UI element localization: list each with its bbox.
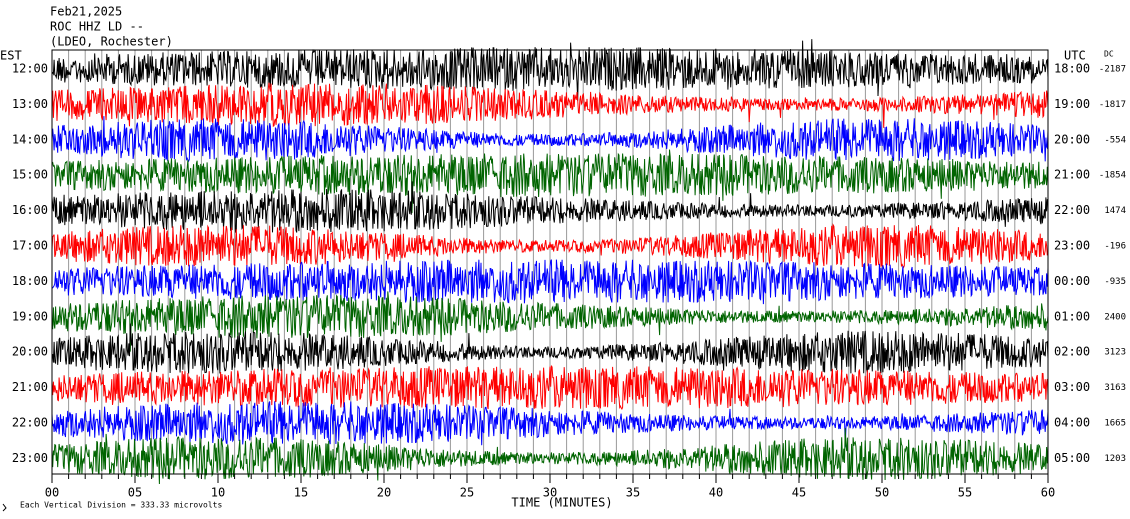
- x-tick-label: 45: [792, 486, 806, 500]
- est-label: 21:00: [12, 380, 48, 394]
- x-tick-label: 05: [128, 486, 142, 500]
- seismic-trace: [51, 401, 1049, 448]
- left-axis-label: EST: [0, 49, 22, 63]
- seismic-trace: [51, 291, 1049, 352]
- footnote: Each Vertical Division = 333.33 microvol…: [20, 501, 222, 510]
- utc-label: 02:00: [1054, 345, 1090, 359]
- x-tick-label: 40: [709, 486, 723, 500]
- seismic-trace: [51, 365, 1049, 411]
- est-label: 19:00: [12, 309, 48, 323]
- est-label: 15:00: [12, 168, 48, 182]
- x-tick-label: 00: [45, 486, 59, 500]
- title-line: ROC HHZ LD --: [50, 20, 144, 34]
- icon: [2, 503, 7, 512]
- x-axis-label: TIME (MINUTES): [511, 496, 612, 510]
- x-tick-label: 50: [875, 486, 889, 500]
- utc-label: 20:00: [1054, 132, 1090, 146]
- seismic-trace: [51, 39, 1049, 101]
- x-tick-label: 60: [1041, 486, 1055, 500]
- utc-label: 18:00: [1054, 62, 1090, 76]
- dc-value: 3163: [1104, 383, 1126, 393]
- dc-value: -1817: [1099, 100, 1126, 110]
- est-label: 20:00: [12, 345, 48, 359]
- seismic-trace: [51, 181, 1049, 234]
- x-tick-label: 10: [211, 486, 225, 500]
- utc-label: 22:00: [1054, 203, 1090, 217]
- dc-value: 1203: [1104, 454, 1126, 464]
- est-label: 13:00: [12, 97, 48, 111]
- seismic-trace: [51, 428, 1049, 485]
- utc-label: 00:00: [1054, 274, 1090, 288]
- x-tick-label: 30: [543, 486, 557, 500]
- est-label: 22:00: [12, 416, 48, 430]
- dc-value: -554: [1104, 135, 1126, 145]
- right-axis-label: UTC: [1064, 49, 1086, 63]
- utc-label: 04:00: [1054, 416, 1090, 430]
- est-label: 18:00: [12, 274, 48, 288]
- seismic-trace: [51, 259, 1049, 305]
- dc-value: -196: [1104, 242, 1126, 252]
- seismic-trace: [51, 323, 1049, 374]
- utc-label: 19:00: [1054, 97, 1090, 111]
- utc-label: 21:00: [1054, 168, 1090, 182]
- est-label: 14:00: [12, 132, 48, 146]
- utc-label: 23:00: [1054, 239, 1090, 253]
- x-tick-label: 25: [460, 486, 474, 500]
- est-label: 12:00: [12, 62, 48, 76]
- dc-value: -935: [1104, 277, 1126, 287]
- dc-value: -2187: [1099, 65, 1126, 75]
- seismic-trace: [51, 149, 1049, 214]
- est-label: 23:00: [12, 451, 48, 465]
- x-tick-label: 35: [626, 486, 640, 500]
- x-tick-label: 15: [294, 486, 308, 500]
- dc-value: -1854: [1099, 171, 1126, 181]
- utc-label: 03:00: [1054, 380, 1090, 394]
- dc-value: 1474: [1104, 206, 1126, 216]
- utc-label: 01:00: [1054, 309, 1090, 323]
- seismic-trace: [51, 116, 1049, 163]
- x-tick-label: 20: [377, 486, 391, 500]
- seismic-trace: [51, 223, 1049, 269]
- dc-value: 2400: [1104, 312, 1126, 322]
- title-line: Feb21,2025: [50, 5, 122, 19]
- est-label: 16:00: [12, 203, 48, 217]
- x-tick-label: 55: [958, 486, 972, 500]
- dc-value: 1665: [1104, 419, 1126, 429]
- dc-value: 3123: [1104, 348, 1126, 358]
- dc-label: DC: [1104, 50, 1114, 59]
- utc-label: 05:00: [1054, 451, 1090, 465]
- est-label: 17:00: [12, 239, 48, 253]
- title-line: (LDEO, Rochester): [50, 35, 173, 49]
